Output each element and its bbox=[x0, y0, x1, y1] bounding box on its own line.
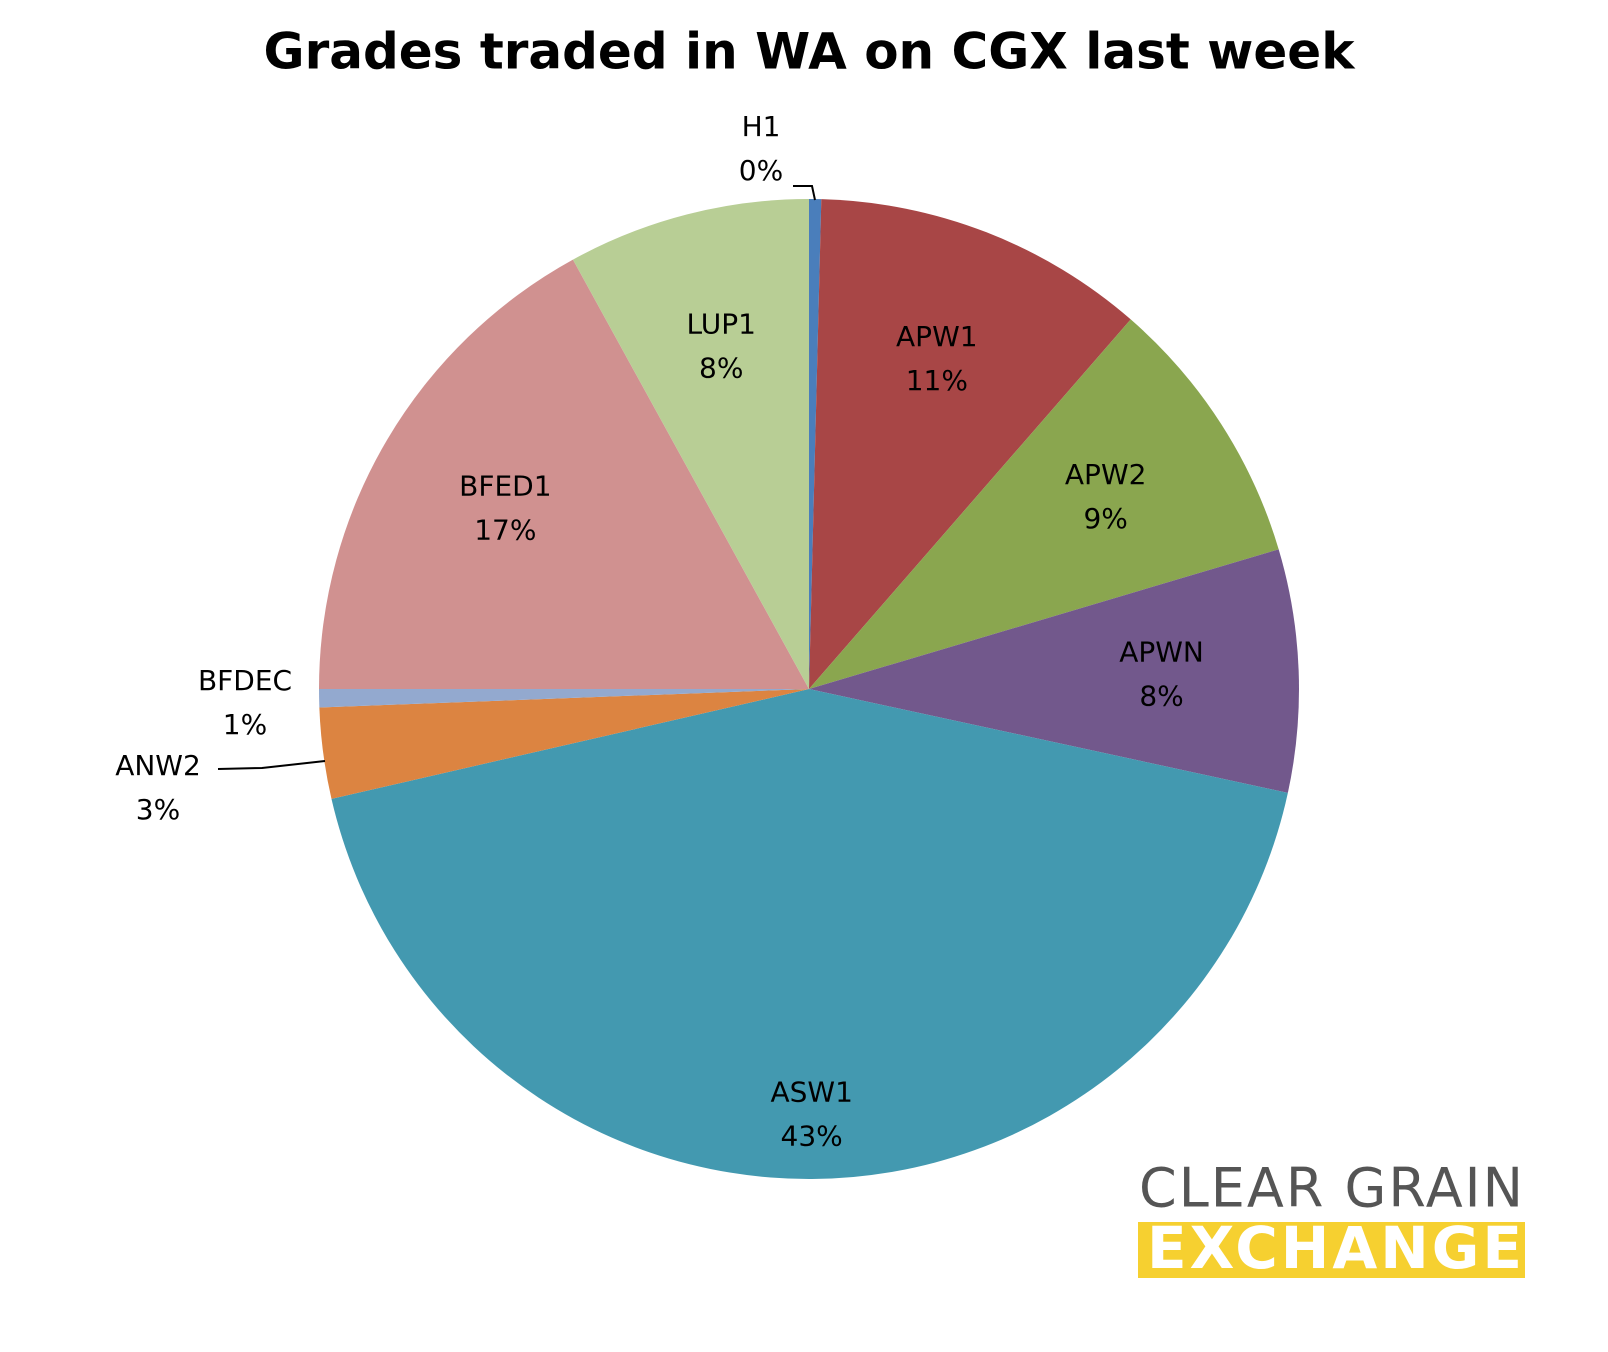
leader-line bbox=[793, 185, 816, 201]
slice-value-label: 11% bbox=[906, 364, 968, 397]
slice-name: APW1 bbox=[896, 320, 978, 353]
slice-name: ASW1 bbox=[770, 1075, 852, 1108]
slice-value-label: 17% bbox=[474, 513, 536, 546]
slice-value-label: 43% bbox=[781, 1119, 843, 1152]
slice-name: ANW2 bbox=[115, 749, 201, 782]
pie-slice bbox=[319, 259, 809, 689]
slice-name: BFDEC bbox=[198, 664, 292, 697]
slice-value-label: 9% bbox=[1083, 502, 1127, 535]
slice-value-label: 0% bbox=[739, 154, 783, 187]
pie-slice bbox=[809, 549, 1299, 793]
pie-slice bbox=[809, 319, 1279, 689]
pie-slice bbox=[331, 689, 1288, 1179]
pie-slice bbox=[319, 689, 809, 708]
slice-value-label: 1% bbox=[223, 708, 267, 741]
logo-line1: CLEAR GRAIN bbox=[1139, 1157, 1525, 1220]
slice-name: LUP1 bbox=[687, 307, 756, 340]
slice-value-label: 8% bbox=[699, 351, 743, 384]
pie-slice bbox=[809, 199, 1131, 689]
chart-title: Grades traded in WA on CGX last week bbox=[264, 23, 1357, 81]
slice-name: APW2 bbox=[1065, 458, 1147, 491]
slice-name: BFED1 bbox=[459, 469, 551, 502]
leader-line bbox=[217, 760, 326, 770]
pie-slice bbox=[572, 199, 809, 689]
logo-line2: EXCHANGE bbox=[1147, 1214, 1525, 1282]
slice-value-label: 8% bbox=[1139, 680, 1183, 713]
slice-name: H1 bbox=[742, 110, 781, 143]
slice-value-label: 3% bbox=[136, 793, 180, 826]
slice-name: APWN bbox=[1119, 636, 1204, 669]
logo: CLEAR GRAIN EXCHANGE bbox=[1138, 1157, 1525, 1282]
pie-slice bbox=[319, 689, 809, 799]
pie-slice bbox=[809, 199, 822, 689]
logo-band bbox=[1138, 1222, 1525, 1278]
